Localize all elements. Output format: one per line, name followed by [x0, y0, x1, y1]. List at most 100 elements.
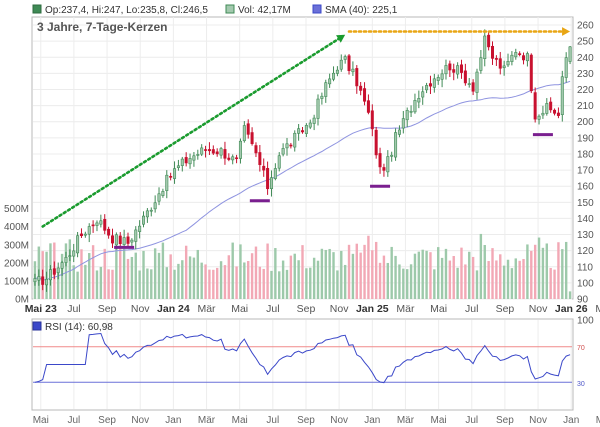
candle-body — [475, 71, 479, 93]
volume-legend-text: Vol: 42,17M — [238, 5, 291, 16]
volume-bar — [266, 243, 269, 299]
candle-body — [378, 153, 382, 168]
price-tick-label: 200 — [577, 117, 594, 128]
rsi-time-tick-label: Sep — [98, 415, 116, 426]
candle — [409, 105, 413, 117]
volume-bar — [363, 244, 366, 299]
volume-bar — [378, 262, 382, 299]
volume-bar — [91, 245, 95, 299]
candle — [522, 52, 526, 65]
candle — [498, 51, 502, 75]
candle — [390, 151, 394, 162]
volume-bar — [437, 247, 440, 299]
candle-body — [405, 110, 409, 121]
candle — [293, 130, 297, 152]
volume-bar — [320, 248, 324, 299]
volume-bar — [150, 269, 153, 299]
candle — [110, 228, 114, 249]
volume-bar — [76, 271, 79, 299]
volume-bar — [169, 254, 172, 299]
volume-bar — [483, 245, 486, 299]
candle — [405, 107, 409, 128]
volume-tick-label: 200M — [4, 258, 29, 269]
volume-bar — [200, 262, 203, 299]
volume-bar — [324, 249, 327, 299]
volume-bar — [402, 268, 405, 299]
orange-trend-arrow — [347, 27, 571, 36]
candle-body — [351, 68, 355, 73]
candle-body — [235, 157, 239, 160]
volume-bar — [157, 252, 161, 299]
candle-body — [48, 269, 52, 281]
volume-bar — [367, 235, 370, 299]
volume-bar — [553, 269, 556, 299]
candle-body — [304, 125, 308, 134]
candle-body — [355, 68, 359, 87]
candle-body — [448, 63, 452, 71]
volume-bar — [332, 252, 335, 299]
candle-body — [149, 209, 153, 212]
price-tick-label: 210 — [577, 101, 594, 112]
candle-body — [366, 100, 370, 113]
candle — [254, 142, 258, 158]
candle — [118, 232, 122, 249]
candle — [452, 63, 456, 81]
rsi-line-layer — [34, 332, 571, 384]
candle-body — [176, 165, 180, 168]
volume-bar — [64, 243, 68, 299]
candle — [200, 144, 204, 157]
candle — [355, 65, 359, 94]
volume-bar — [192, 257, 196, 299]
candle-body — [285, 143, 289, 149]
candle-body — [60, 262, 64, 269]
volume-bar — [491, 248, 494, 299]
candle-body — [184, 157, 188, 164]
volume-tick-label: 100M — [4, 276, 29, 287]
candle-body — [242, 125, 246, 142]
volume-bar — [526, 244, 529, 299]
volume-bar — [122, 248, 126, 299]
candle-body — [316, 98, 320, 119]
volume-bar — [398, 264, 401, 299]
volume-bar — [208, 269, 211, 299]
volume-bar — [413, 253, 417, 299]
candle — [421, 86, 425, 105]
candle-body — [204, 149, 208, 151]
volume-bar — [522, 258, 525, 299]
price-tick-label: 230 — [577, 69, 594, 80]
candle-body — [142, 215, 146, 225]
volume-bar — [518, 260, 521, 299]
candle-body — [506, 61, 510, 66]
candle-body — [122, 237, 126, 245]
volume-legend-swatch — [225, 4, 235, 14]
volume-bar — [270, 270, 273, 299]
candle-body — [68, 255, 72, 258]
rsi-time-tick-label: Mär — [397, 415, 415, 426]
volume-bar — [460, 247, 463, 299]
candle-body — [541, 112, 545, 116]
candle — [145, 208, 149, 223]
candle-body — [300, 130, 305, 133]
volume-bar — [471, 256, 475, 299]
volume-bar — [506, 259, 510, 299]
candle-body — [491, 45, 495, 59]
candle-body — [428, 83, 432, 87]
candle-body — [549, 101, 553, 111]
candle — [277, 152, 281, 172]
candle — [300, 126, 305, 134]
volume-bar — [409, 264, 413, 299]
candle — [518, 51, 522, 57]
time-tick-label: Jan 25 — [356, 303, 389, 315]
candle — [138, 220, 142, 239]
time-tick-label: Mai 23 — [25, 303, 57, 315]
candle — [328, 73, 332, 88]
rsi-time-tick-label: Nov — [131, 415, 149, 426]
candle-body — [293, 132, 297, 148]
rsi-time-tick-label: Jan — [563, 415, 579, 426]
volume-bar — [499, 254, 502, 299]
candle-body — [281, 148, 285, 155]
rsi-time-tick-label: Mai — [232, 415, 248, 426]
candle-body — [41, 276, 45, 285]
candle — [510, 51, 514, 66]
candle-body — [440, 73, 444, 80]
